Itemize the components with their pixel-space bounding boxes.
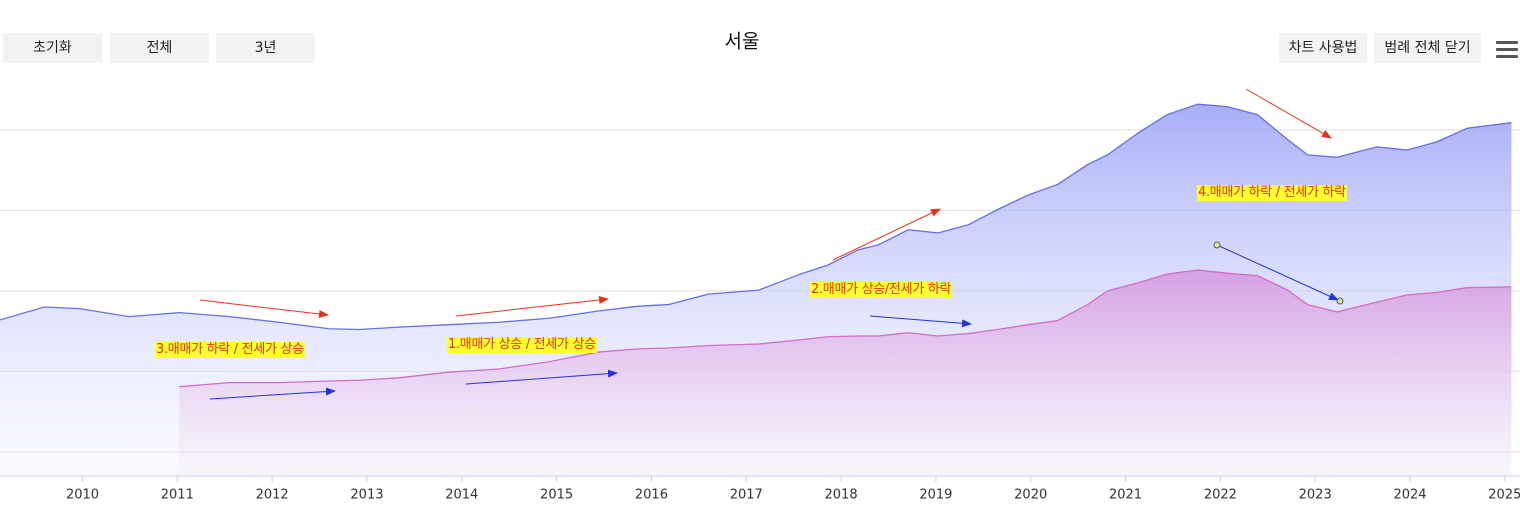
x-tick-label: 2013 bbox=[350, 488, 383, 503]
x-tick-label: 2012 bbox=[256, 488, 289, 503]
arrows bbox=[199, 88, 1344, 400]
x-tick-label: 2014 bbox=[445, 488, 478, 503]
x-tick-label: 2019 bbox=[919, 488, 952, 503]
series-line bbox=[0, 103, 1512, 331]
annotation: 4.매매가 하락 / 전세가 하락 bbox=[1197, 185, 1347, 201]
x-tick-label: 2018 bbox=[825, 488, 858, 503]
arrow bbox=[1245, 88, 1332, 139]
x-tick-label: 2020 bbox=[1014, 488, 1047, 503]
menu-bar bbox=[1496, 48, 1518, 51]
x-tick-label: 2010 bbox=[66, 488, 99, 503]
menu-icon[interactable] bbox=[1496, 41, 1518, 58]
x-tick-label: 2023 bbox=[1299, 488, 1332, 503]
button[interactable]: 3년 bbox=[216, 33, 315, 63]
button[interactable]: 전체 bbox=[110, 33, 209, 63]
arrow bbox=[455, 296, 609, 317]
annotation: 1.매매가 상승 / 전세가 상승 bbox=[447, 337, 597, 353]
x-tick-label: 2024 bbox=[1393, 488, 1426, 503]
menu-bar bbox=[1496, 55, 1518, 58]
button[interactable]: 차트 사용법 bbox=[1279, 33, 1367, 63]
x-tick-label: 2016 bbox=[635, 488, 668, 503]
annotation: 2.매매가 상승/전세가 하락 bbox=[810, 282, 953, 298]
handle bbox=[1336, 297, 1344, 305]
handle bbox=[1213, 241, 1221, 249]
annotation: 3.매매가 하락 / 전세가 상승 bbox=[155, 342, 305, 358]
button[interactable]: 초기화 bbox=[3, 33, 102, 63]
x-tick-label: 2025 bbox=[1488, 488, 1520, 503]
area-fill bbox=[179, 269, 1512, 476]
menu-bar bbox=[1496, 41, 1518, 44]
x-tick-label: 2015 bbox=[540, 488, 573, 503]
x-tick-label: 2017 bbox=[730, 488, 763, 503]
button[interactable]: 범례 전체 닫기 bbox=[1374, 33, 1481, 63]
arrow bbox=[465, 369, 618, 385]
x-tick-label: 2022 bbox=[1204, 488, 1237, 503]
arrow bbox=[832, 208, 941, 261]
x-tick-label: 2021 bbox=[1109, 488, 1142, 503]
arrow bbox=[199, 299, 329, 318]
arrow bbox=[209, 387, 336, 400]
arrow bbox=[1216, 244, 1339, 301]
series-line bbox=[179, 269, 1512, 388]
x-tick-label: 2011 bbox=[161, 488, 194, 503]
chart-title: 서울 bbox=[725, 31, 760, 53]
arrow bbox=[869, 315, 972, 328]
